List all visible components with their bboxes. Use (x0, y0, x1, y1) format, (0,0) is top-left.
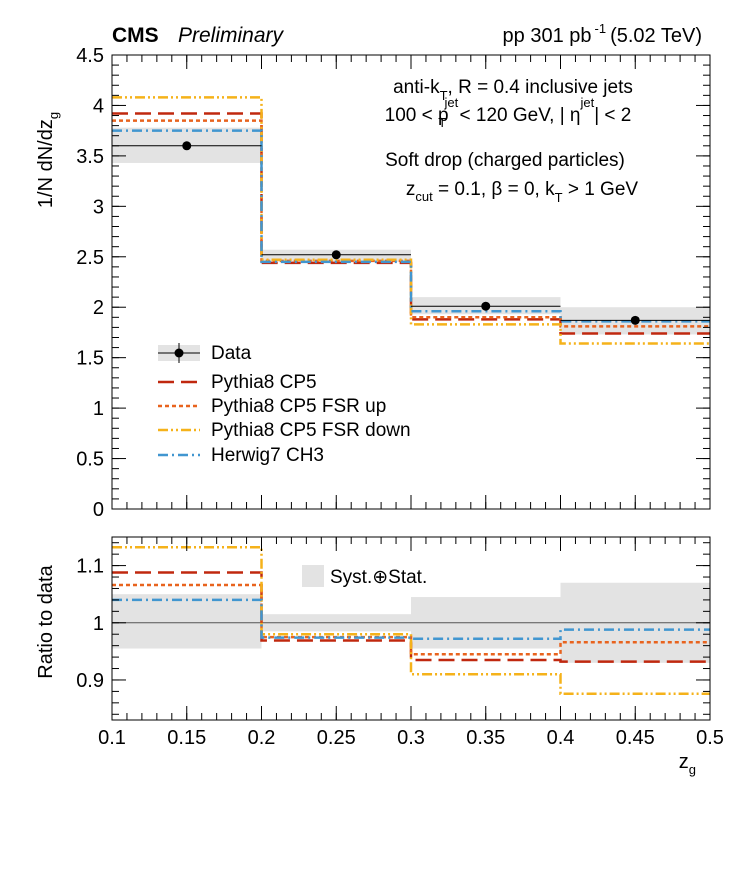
top-ytick-label: 2.5 (76, 247, 104, 269)
ratio-y-tick-labels: 0.9 1 1.1 (76, 556, 104, 692)
annotation-grooming: Soft drop (charged particles) (385, 150, 625, 171)
ratio-ytick-label: 0.9 (76, 670, 104, 692)
top-ytick-label: 3.5 (76, 146, 104, 168)
model-series (112, 96, 710, 345)
ratio-plot: 0.911.1 0.1 0.15 0.2 0.25 0.3 0.35 0.4 0.45 0.5 … (35, 536, 724, 777)
x-tick-label: 0.4 (547, 727, 575, 749)
annotation-jet-definition: anti-kT, R = 0.4 inclusive jets (393, 77, 633, 103)
x-tick-label: 0.3 (397, 727, 425, 749)
x-tick-labels: 0.1 0.15 0.2 0.25 0.3 0.35 0.4 0.45 0.5 (98, 727, 724, 749)
x-axis-label: zg (679, 751, 696, 777)
legend-entry-fsr-up: Pythia8 CP5 FSR up (158, 396, 386, 417)
x-tick-label: 0.15 (167, 727, 206, 749)
lumi-label: pp 301 pb -1 (5.02 TeV) (503, 21, 702, 47)
legend-entry-herwig: Herwig7 CH3 (158, 445, 324, 466)
top-ytick-label: 4.5 (76, 45, 104, 67)
legend-data-label: Data (211, 343, 252, 364)
x-tick-label: 0.5 (696, 727, 724, 749)
band-legend-label: Syst.⊕Stat. (330, 567, 427, 588)
x-tick-label: 0.35 (466, 727, 505, 749)
top-axis-ticks (111, 54, 711, 510)
legend-herwig-label: Herwig7 CH3 (211, 445, 324, 466)
top-y-axis-label: 1/N dN/dzg (35, 112, 61, 208)
ratio-series (112, 546, 710, 695)
legend-entry-data: Data (158, 343, 252, 364)
ratio-ytick-label: 1 (93, 613, 104, 635)
ratio-herwig-line (112, 598, 710, 641)
band-legend-swatch (302, 565, 324, 587)
annotation-soft-drop-params: zcut = 0.1, β = 0, kT > 1 GeV (406, 179, 638, 205)
legend-fsr-down-label: Pythia8 CP5 FSR down (211, 420, 411, 441)
top-ytick-label: 2 (93, 297, 104, 319)
top-y-tick-labels: 0 0.5 1 1.5 2 2.5 3 3.5 4 4.5 (76, 45, 104, 521)
ratio-axis-ticks (111, 537, 711, 720)
status-label: Preliminary (178, 24, 285, 47)
data-point-0 (182, 141, 192, 151)
x-tick-label: 0.1 (98, 727, 126, 749)
ratio-band-bin-0 (112, 594, 262, 649)
top-ytick-label: 1 (93, 398, 104, 420)
x-tick-label: 0.2 (248, 727, 276, 749)
ratio-ytick-label: 1.1 (76, 556, 104, 578)
data-point-3 (630, 315, 640, 325)
annotation-kinematic-cuts: 100 < pjet T < 120 GeV, | ηjet| < 2 (385, 95, 632, 130)
legend-pythia8-label: Pythia8 CP5 (211, 372, 317, 393)
legend-entry-pythia8: Pythia8 CP5 (158, 372, 317, 393)
ratio-fsr_down-line (112, 546, 710, 695)
legend-fsr-up-label: Pythia8 CP5 FSR up (211, 396, 386, 417)
legend: Data Pythia8 CP5 Pythia8 CP5 FSR up Pyth… (158, 343, 411, 466)
legend-data-marker (174, 348, 184, 358)
data-point-2 (481, 301, 491, 311)
series-fsr_down-line (112, 96, 710, 345)
top-ytick-label: 3 (93, 196, 104, 218)
x-tick-label: 0.45 (616, 727, 655, 749)
top-ytick-label: 0.5 (76, 449, 104, 471)
data-points (112, 141, 710, 325)
experiment-label: CMS (112, 24, 159, 47)
data-point-1 (331, 250, 341, 260)
top-plot: 0 0.5 1 1.5 2 2.5 3 3.5 4 4.5 1/N dN/dzg anti-kT,… (35, 45, 711, 521)
top-ytick-label: 0 (93, 499, 104, 521)
data-uncertainty-bands (112, 127, 710, 335)
x-tick-label: 0.25 (317, 727, 356, 749)
legend-entry-fsr-down: Pythia8 CP5 FSR down (158, 420, 411, 441)
top-ytick-label: 1.5 (76, 348, 104, 370)
top-ytick-label: 4 (93, 95, 104, 117)
ratio-y-axis-label: Ratio to data (35, 564, 57, 678)
series-herwig-line (112, 129, 710, 323)
